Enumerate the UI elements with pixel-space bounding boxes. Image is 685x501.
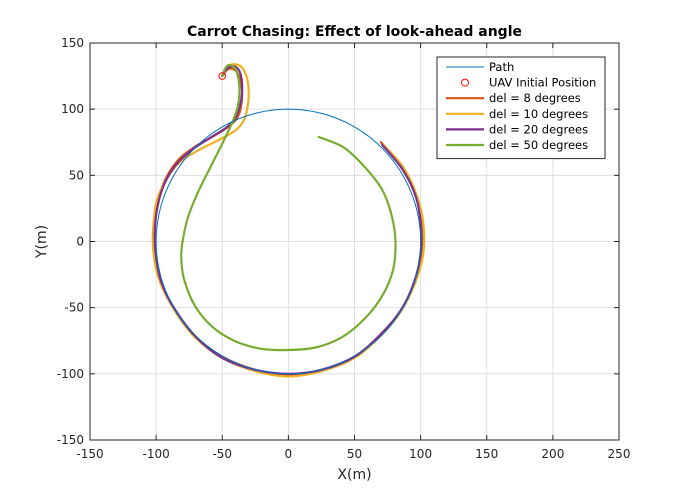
- legend-label-path: Path: [489, 60, 514, 74]
- y-tick-label: 100: [61, 102, 84, 116]
- x-tick-label: 0: [285, 447, 293, 461]
- y-tick-label: 50: [69, 168, 84, 182]
- series-line-path: [155, 108, 422, 375]
- series-line-del-10-degrees: [151, 63, 426, 378]
- x-tick-label: 250: [608, 447, 631, 461]
- legend-box: [436, 56, 606, 160]
- y-axis-label: Y(m): [34, 225, 50, 259]
- x-tick-label: 100: [409, 447, 432, 461]
- x-axis-label: X(m): [337, 467, 371, 483]
- x-tick-label: 50: [347, 447, 362, 461]
- series-layer: [151, 63, 426, 378]
- series-line-del-50-degrees: [180, 63, 397, 352]
- x-tick-label: -100: [143, 447, 170, 461]
- x-tick-label: 200: [541, 447, 564, 461]
- legend-label-uav-initial-position: UAV Initial Position: [489, 76, 596, 90]
- legend-label-del-8-degrees: del = 8 degrees: [489, 91, 581, 105]
- ticks: -150 -100 -50 0 50 100 150 200 250 -150 -100 -50 0 50…: [57, 36, 631, 461]
- uav-initial-position-marker: [218, 72, 227, 80]
- chart-title: Carrot Chasing: Effect of look-ahead ang…: [187, 24, 522, 40]
- x-tick-label: 150: [475, 447, 498, 461]
- y-tick-label: -100: [57, 367, 84, 381]
- legend-label-del-50-degrees: del = 50 degrees: [489, 138, 588, 152]
- legend-label-del-10-degrees: del = 10 degrees: [489, 107, 588, 121]
- y-tick-label: -150: [57, 433, 84, 447]
- y-tick-label: -50: [64, 301, 84, 315]
- legend-label-del-20-degrees: del = 20 degrees: [489, 122, 588, 136]
- y-tick-label: 150: [61, 36, 84, 50]
- x-tick-label: -150: [76, 447, 103, 461]
- legend-marker-uav-initial-position: [461, 78, 469, 87]
- x-tick-label: -50: [212, 447, 232, 461]
- y-tick-label: 0: [76, 235, 84, 249]
